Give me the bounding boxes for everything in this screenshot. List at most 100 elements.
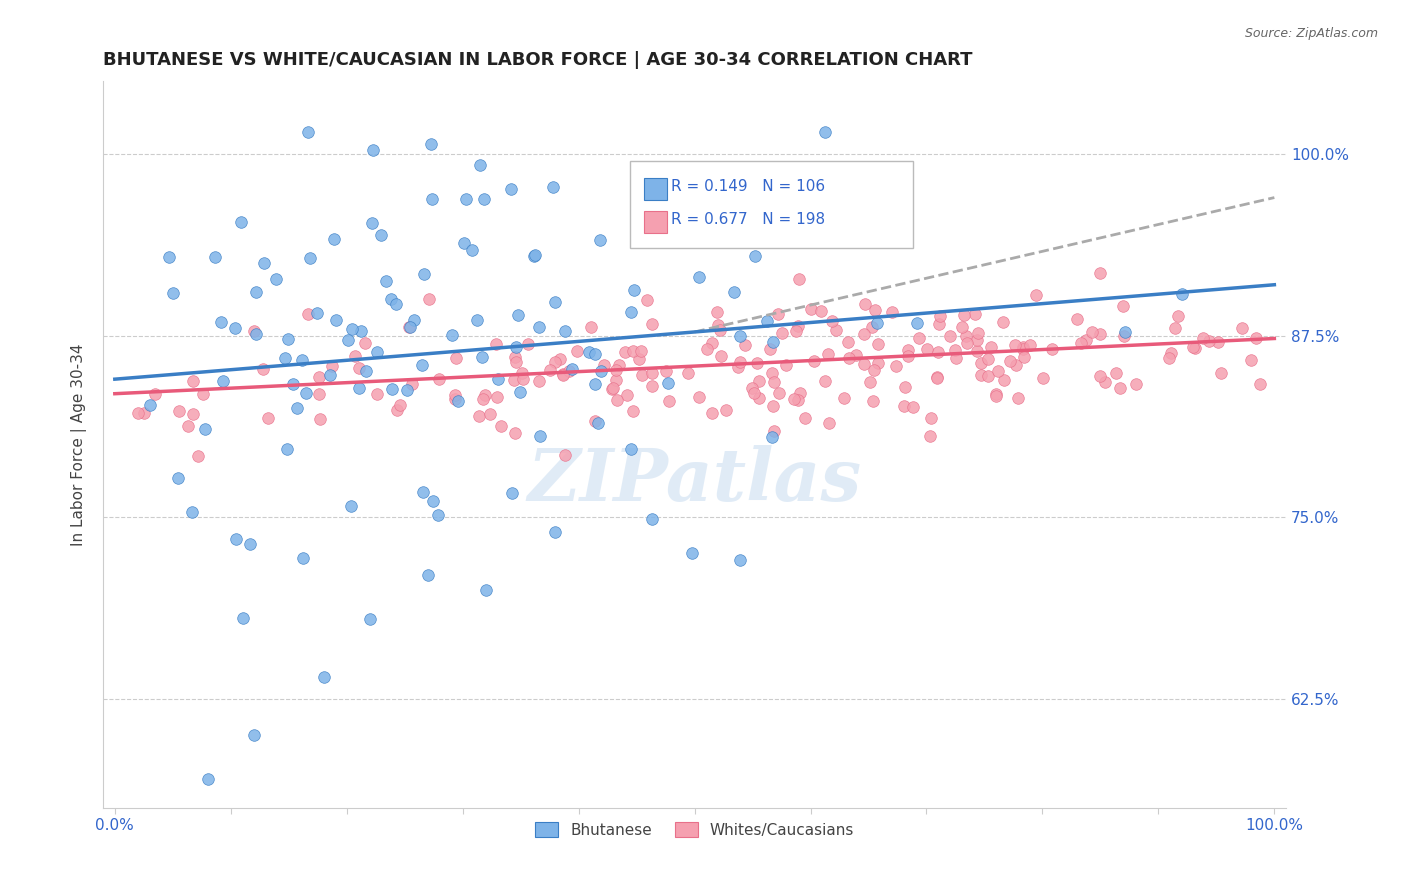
Whites/Caucasians bbox=[1074, 334, 1097, 348]
Whites/Caucasians bbox=[1066, 312, 1088, 326]
Whites/Caucasians bbox=[838, 351, 860, 365]
Whites/Caucasians bbox=[925, 369, 948, 384]
Whites/Caucasians bbox=[398, 320, 420, 334]
Bhutanese bbox=[204, 250, 226, 264]
Whites/Caucasians bbox=[347, 361, 370, 376]
Text: ZIPatlas: ZIPatlas bbox=[527, 445, 862, 516]
Whites/Caucasians bbox=[1088, 327, 1111, 342]
Whites/Caucasians bbox=[794, 411, 817, 425]
FancyBboxPatch shape bbox=[630, 161, 914, 248]
Whites/Caucasians bbox=[998, 353, 1021, 368]
Whites/Caucasians bbox=[741, 381, 763, 395]
Whites/Caucasians bbox=[132, 406, 155, 420]
Whites/Caucasians bbox=[486, 390, 509, 404]
Whites/Caucasians bbox=[243, 324, 266, 338]
Whites/Caucasians bbox=[474, 388, 496, 402]
Whites/Caucasians bbox=[1240, 353, 1263, 368]
Bhutanese bbox=[838, 212, 860, 227]
FancyBboxPatch shape bbox=[644, 178, 668, 200]
Whites/Caucasians bbox=[818, 417, 841, 431]
Whites/Caucasians bbox=[512, 372, 534, 386]
Whites/Caucasians bbox=[901, 401, 924, 415]
Bhutanese bbox=[347, 381, 370, 395]
Bhutanese bbox=[224, 321, 246, 335]
Whites/Caucasians bbox=[1012, 350, 1035, 364]
Whites/Caucasians bbox=[762, 424, 785, 438]
Bhutanese bbox=[274, 351, 297, 366]
Whites/Caucasians bbox=[814, 374, 837, 388]
Whites/Caucasians bbox=[775, 359, 797, 373]
Bhutanese bbox=[509, 384, 531, 399]
Whites/Caucasians bbox=[824, 323, 846, 337]
Whites/Caucasians bbox=[966, 333, 988, 347]
Whites/Caucasians bbox=[614, 344, 637, 359]
Bhutanese bbox=[239, 537, 262, 551]
Whites/Caucasians bbox=[401, 377, 423, 392]
Text: R = 0.677   N = 198: R = 0.677 N = 198 bbox=[671, 212, 825, 227]
Whites/Caucasians bbox=[467, 409, 489, 424]
FancyBboxPatch shape bbox=[644, 211, 668, 233]
Whites/Caucasians bbox=[491, 419, 513, 434]
Whites/Caucasians bbox=[945, 351, 967, 365]
Whites/Caucasians bbox=[939, 328, 962, 343]
Whites/Caucasians bbox=[787, 392, 810, 407]
Bhutanese bbox=[412, 484, 434, 499]
Whites/Caucasians bbox=[605, 373, 627, 387]
Bhutanese bbox=[366, 345, 388, 359]
Whites/Caucasians bbox=[880, 305, 903, 319]
Whites/Caucasians bbox=[631, 368, 654, 383]
Whites/Caucasians bbox=[388, 398, 411, 412]
Bhutanese bbox=[197, 772, 219, 786]
Whites/Caucasians bbox=[510, 366, 533, 380]
Whites/Caucasians bbox=[1198, 334, 1220, 349]
Bhutanese bbox=[225, 532, 247, 546]
Bhutanese bbox=[139, 398, 162, 412]
Whites/Caucasians bbox=[605, 363, 627, 377]
Bhutanese bbox=[229, 215, 252, 229]
Whites/Caucasians bbox=[950, 320, 973, 334]
Whites/Caucasians bbox=[517, 336, 540, 351]
Whites/Caucasians bbox=[897, 343, 920, 358]
Whites/Caucasians bbox=[354, 335, 377, 350]
Bhutanese bbox=[285, 401, 308, 416]
Whites/Caucasians bbox=[366, 386, 388, 401]
Whites/Caucasians bbox=[908, 331, 931, 345]
Bhutanese bbox=[297, 125, 319, 139]
Bhutanese bbox=[723, 285, 745, 299]
Bhutanese bbox=[359, 612, 381, 626]
Bhutanese bbox=[194, 422, 217, 436]
Whites/Caucasians bbox=[602, 381, 624, 395]
Whites/Caucasians bbox=[1011, 340, 1033, 354]
Whites/Caucasians bbox=[621, 404, 644, 418]
Bhutanese bbox=[245, 285, 267, 300]
Whites/Caucasians bbox=[748, 374, 770, 388]
Whites/Caucasians bbox=[177, 418, 200, 433]
Whites/Caucasians bbox=[1011, 342, 1033, 356]
Bhutanese bbox=[586, 416, 609, 430]
Bhutanese bbox=[162, 286, 184, 301]
Bhutanese bbox=[506, 308, 529, 322]
Bhutanese bbox=[544, 524, 567, 539]
Whites/Caucasians bbox=[787, 271, 810, 285]
Whites/Caucasians bbox=[925, 370, 948, 384]
Whites/Caucasians bbox=[734, 338, 756, 352]
Whites/Caucasians bbox=[443, 392, 465, 406]
Whites/Caucasians bbox=[984, 389, 1007, 403]
Whites/Caucasians bbox=[641, 379, 664, 393]
Whites/Caucasians bbox=[641, 317, 664, 331]
Whites/Caucasians bbox=[607, 359, 630, 373]
Bhutanese bbox=[589, 364, 612, 378]
Bhutanese bbox=[620, 442, 643, 457]
Whites/Caucasians bbox=[763, 375, 786, 389]
Bhutanese bbox=[298, 252, 321, 266]
Whites/Caucasians bbox=[557, 364, 579, 378]
Whites/Caucasians bbox=[696, 343, 718, 357]
Whites/Caucasians bbox=[181, 374, 204, 388]
Bhutanese bbox=[641, 512, 664, 526]
Whites/Caucasians bbox=[567, 344, 589, 359]
Whites/Caucasians bbox=[257, 411, 280, 425]
Whites/Caucasians bbox=[984, 387, 1007, 401]
Bhutanese bbox=[253, 255, 276, 269]
Whites/Caucasians bbox=[658, 394, 681, 409]
Bhutanese bbox=[467, 312, 489, 326]
